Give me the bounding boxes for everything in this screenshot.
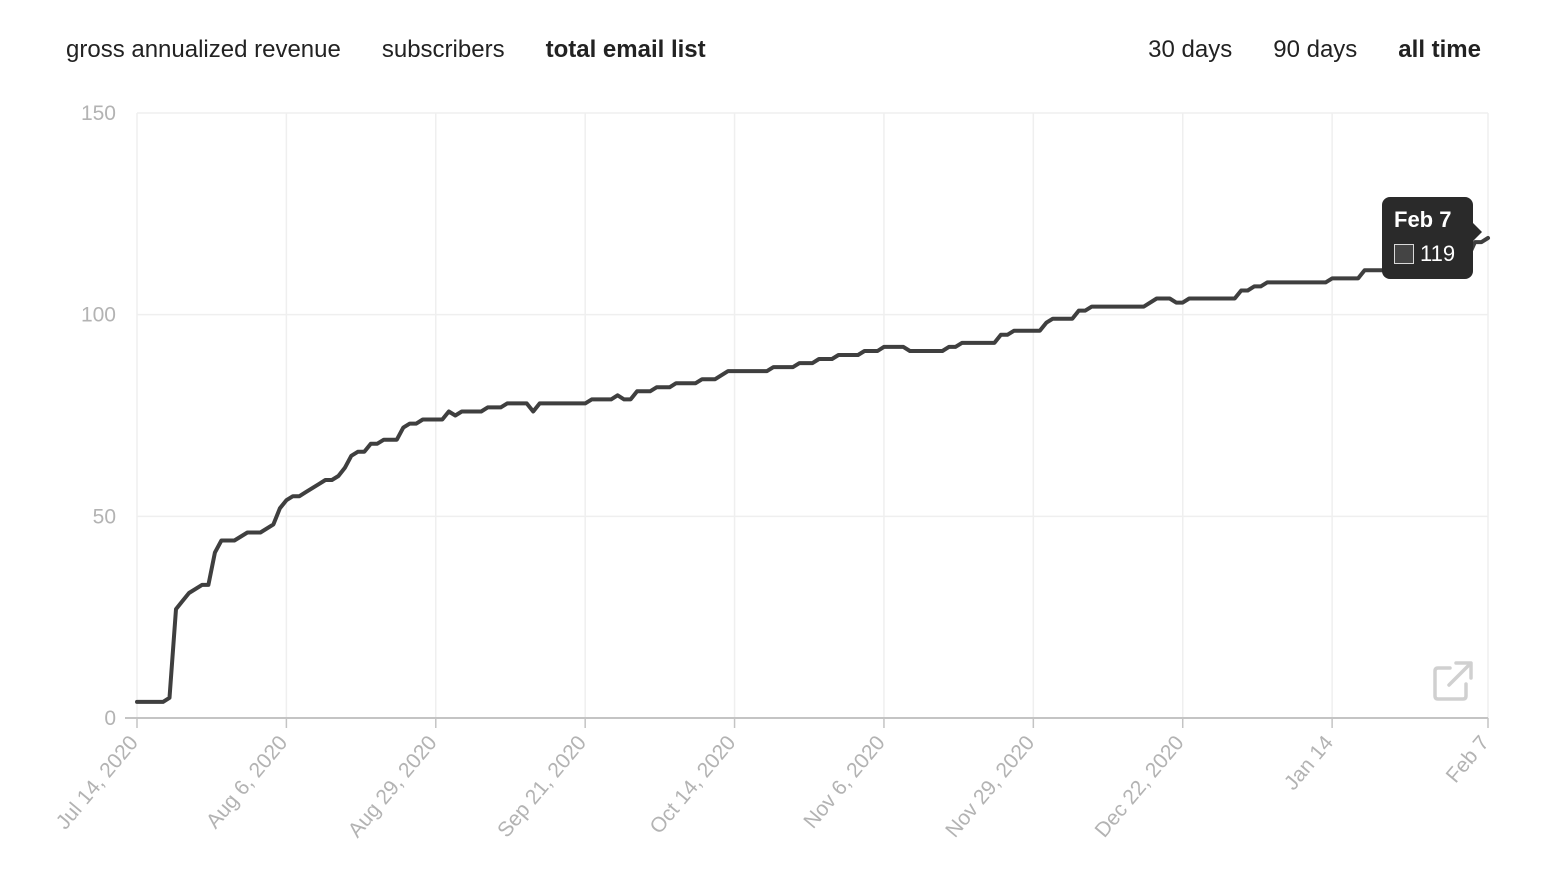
y-tick-label: 100 (81, 304, 116, 327)
time-range-selector: 30 days 90 days all time (1148, 34, 1481, 66)
x-tick-label: Jan 14 (1280, 731, 1338, 794)
tooltip-value: 119 (1420, 241, 1456, 266)
x-tick-label: Nov 29, 2020 (941, 731, 1039, 841)
series-line (135, 236, 1490, 704)
x-tick-label: Oct 14, 2020 (645, 731, 740, 838)
tab-total-email-list[interactable]: total email list (545, 36, 706, 63)
y-tick-label: 50 (93, 505, 116, 528)
y-tick-label: 150 (81, 102, 116, 125)
metric-tabs: gross annualized revenue subscribers tot… (66, 34, 706, 66)
x-tick-label: Aug 6, 2020 (202, 731, 292, 833)
x-tick-label: Dec 22, 2020 (1091, 731, 1189, 841)
range-all-time[interactable]: all time (1398, 36, 1481, 63)
x-tick-label: Feb 7 (1442, 731, 1494, 787)
chart-tooltip: Feb 7 119 (1382, 197, 1482, 279)
x-tick-label: Sep 21, 2020 (493, 731, 591, 842)
tab-subscribers[interactable]: subscribers (381, 36, 505, 63)
tooltip-series-swatch (1394, 244, 1414, 264)
y-tick-label: 0 (104, 707, 116, 730)
tab-gross-annualized-revenue[interactable]: gross annualized revenue (66, 36, 341, 63)
tooltip-date: Feb 7 (1394, 207, 1452, 232)
range-30-days[interactable]: 30 days (1148, 36, 1233, 63)
range-90-days[interactable]: 90 days (1273, 36, 1358, 63)
x-tick-label: Jul 14, 2020 (52, 731, 143, 833)
x-tick-label: Aug 29, 2020 (344, 731, 442, 842)
external-link-icon[interactable] (1432, 660, 1474, 702)
x-tick-label: Nov 6, 2020 (799, 731, 889, 833)
